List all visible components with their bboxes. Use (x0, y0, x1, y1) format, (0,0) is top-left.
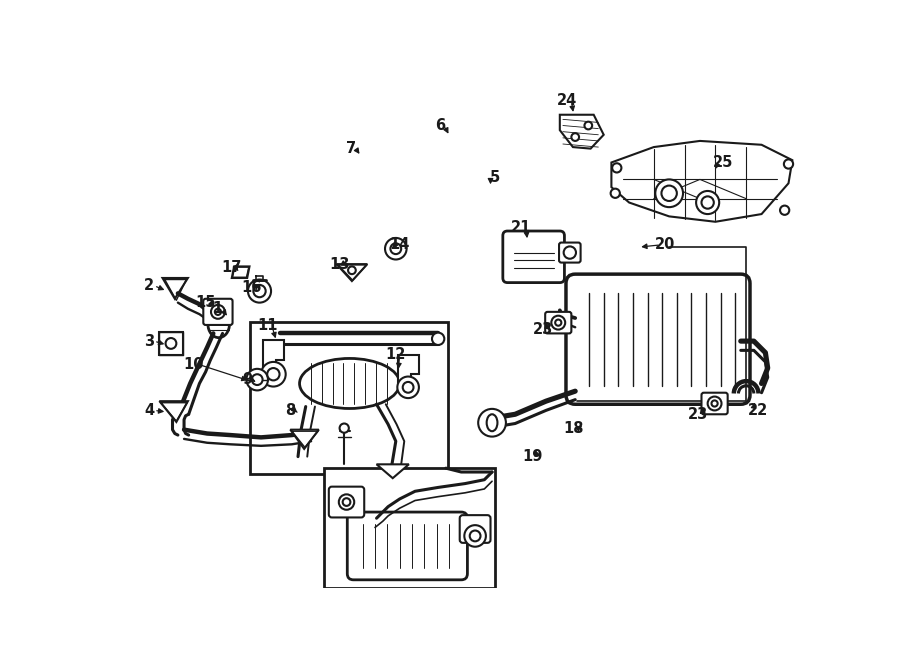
Text: 23: 23 (688, 407, 708, 422)
Text: 22: 22 (748, 403, 768, 418)
Circle shape (432, 332, 445, 345)
FancyBboxPatch shape (460, 515, 491, 543)
Circle shape (247, 369, 268, 391)
Text: 14: 14 (390, 237, 410, 253)
Circle shape (343, 498, 350, 506)
Text: 20: 20 (655, 237, 676, 253)
Circle shape (215, 309, 221, 315)
Circle shape (166, 338, 176, 349)
Circle shape (572, 134, 579, 141)
FancyBboxPatch shape (701, 393, 728, 414)
Ellipse shape (208, 311, 230, 338)
Polygon shape (376, 464, 409, 478)
Text: 12: 12 (385, 348, 405, 362)
Polygon shape (159, 401, 188, 422)
Text: 11: 11 (257, 318, 277, 333)
Polygon shape (159, 332, 183, 355)
FancyBboxPatch shape (328, 486, 364, 518)
Text: 7: 7 (346, 141, 356, 156)
Circle shape (470, 531, 481, 541)
Circle shape (385, 238, 407, 260)
FancyBboxPatch shape (503, 231, 564, 283)
Text: 23: 23 (533, 322, 553, 337)
Circle shape (339, 424, 349, 433)
Circle shape (701, 196, 714, 209)
Circle shape (784, 159, 793, 169)
Circle shape (402, 382, 413, 393)
Polygon shape (264, 340, 284, 368)
Text: 2: 2 (144, 278, 155, 293)
Circle shape (780, 206, 789, 215)
Polygon shape (398, 355, 418, 382)
Circle shape (391, 243, 401, 254)
FancyBboxPatch shape (203, 299, 232, 325)
Ellipse shape (487, 414, 498, 431)
Circle shape (712, 401, 717, 407)
Circle shape (397, 377, 418, 398)
Circle shape (610, 188, 620, 198)
Circle shape (707, 397, 722, 410)
Circle shape (348, 266, 356, 274)
Text: 19: 19 (523, 449, 543, 464)
Text: 6: 6 (435, 118, 445, 133)
Text: 13: 13 (329, 256, 350, 272)
Text: 8: 8 (285, 403, 295, 418)
Circle shape (655, 179, 683, 207)
Text: 4: 4 (144, 403, 155, 418)
Circle shape (555, 319, 562, 326)
Circle shape (584, 122, 592, 130)
Polygon shape (163, 278, 188, 299)
FancyBboxPatch shape (559, 243, 580, 262)
Text: 25: 25 (713, 155, 734, 170)
FancyBboxPatch shape (566, 274, 750, 405)
Polygon shape (291, 430, 319, 449)
Polygon shape (337, 264, 367, 281)
Polygon shape (611, 141, 792, 222)
Circle shape (254, 285, 266, 297)
Circle shape (261, 362, 285, 387)
FancyBboxPatch shape (545, 312, 572, 333)
Text: 1: 1 (212, 301, 222, 316)
Text: 10: 10 (183, 357, 203, 371)
Circle shape (612, 163, 621, 173)
Bar (249, 322, 448, 475)
Text: 24: 24 (556, 93, 577, 108)
Circle shape (248, 280, 271, 303)
Circle shape (696, 191, 719, 214)
Text: 17: 17 (221, 260, 242, 276)
Ellipse shape (300, 358, 400, 408)
Circle shape (563, 247, 576, 258)
Text: 21: 21 (511, 219, 532, 235)
Text: 18: 18 (563, 420, 584, 436)
FancyBboxPatch shape (347, 512, 467, 580)
Circle shape (267, 368, 280, 380)
Circle shape (338, 494, 355, 510)
Polygon shape (232, 266, 249, 278)
Circle shape (478, 409, 506, 437)
Circle shape (252, 374, 263, 385)
Text: 9: 9 (242, 372, 252, 387)
Circle shape (464, 525, 486, 547)
Circle shape (552, 316, 565, 330)
Text: 5: 5 (490, 171, 500, 185)
Circle shape (662, 186, 677, 201)
Circle shape (211, 305, 225, 319)
Text: 3: 3 (144, 334, 155, 348)
Bar (324, 468, 495, 588)
Text: 15: 15 (195, 295, 216, 310)
Text: 16: 16 (241, 280, 262, 295)
Polygon shape (560, 115, 604, 149)
